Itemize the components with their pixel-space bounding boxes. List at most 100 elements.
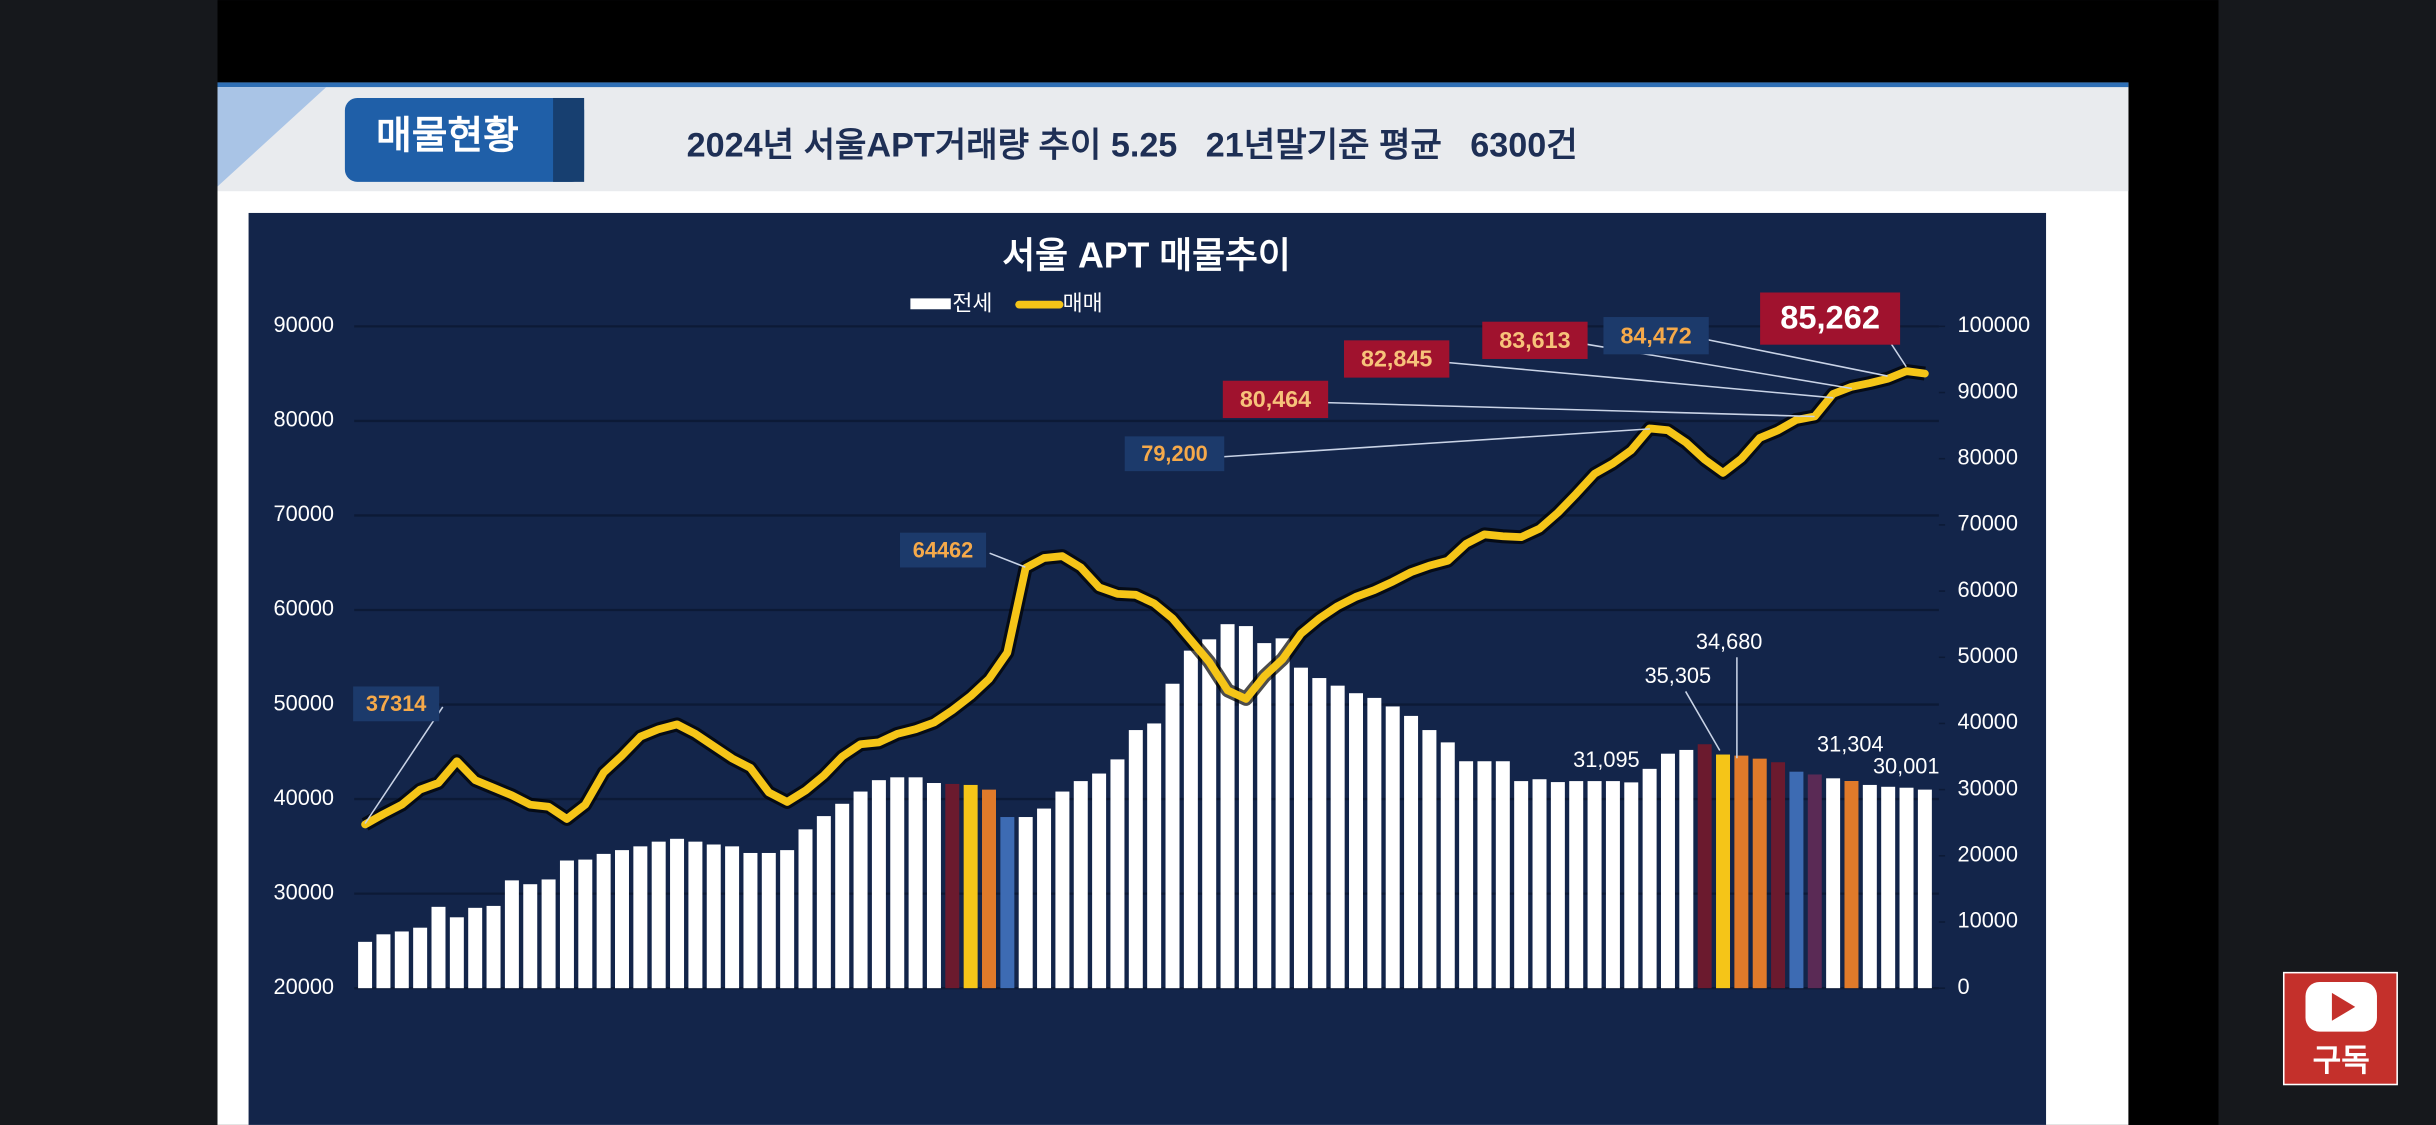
bar (743, 852, 758, 989)
bar (413, 927, 428, 989)
bar (1550, 782, 1565, 989)
leader-line (989, 552, 1026, 568)
bar (1477, 761, 1492, 989)
bar (504, 880, 519, 989)
bar (1000, 817, 1015, 989)
bar (871, 780, 886, 989)
bar (1018, 817, 1033, 989)
bar (578, 859, 593, 989)
bar (486, 905, 501, 989)
leader-line (1221, 428, 1650, 458)
bar (633, 846, 648, 989)
bar (358, 941, 373, 989)
y-tick-label: 30000 (274, 879, 334, 904)
bar (1642, 768, 1657, 989)
y2-tick-label: 20000 (1957, 842, 2017, 867)
bar (963, 784, 978, 989)
annotation: 30,001 (1873, 753, 1940, 778)
bar (1752, 758, 1767, 989)
bar (1679, 749, 1694, 989)
annotation: 64462 (913, 537, 973, 562)
bar (1807, 774, 1822, 989)
bar (835, 803, 850, 989)
bar (1422, 730, 1437, 989)
leader-line (1443, 361, 1834, 399)
bar (798, 829, 813, 989)
bar (1275, 638, 1290, 989)
bar (1330, 685, 1345, 989)
bar (908, 777, 923, 989)
bar (394, 931, 409, 989)
annotation: 31,095 (1573, 747, 1640, 772)
subscribe-button[interactable]: 구독 (2282, 971, 2398, 1086)
y-tick-label: 60000 (274, 596, 334, 621)
bar (651, 841, 666, 989)
bar (1128, 730, 1143, 989)
y-tick-label: 80000 (274, 407, 334, 432)
bar (1569, 781, 1584, 989)
header-title: 2024년 서울APT거래량 추이 5.25 21년말기준 평균 6300건 (687, 127, 1578, 165)
annotation: 34,680 (1696, 629, 1763, 654)
bar (1514, 781, 1529, 989)
bar (541, 879, 556, 989)
play-triangle (2331, 992, 2356, 1021)
annotation: 80,464 (1240, 386, 1311, 412)
legend-swatch (910, 298, 951, 310)
annotation: 84,472 (1620, 322, 1691, 348)
bar (1165, 683, 1180, 989)
annotation: 37314 (366, 691, 426, 716)
y-tick-label: 50000 (274, 690, 334, 715)
bar (725, 846, 740, 989)
bar (1660, 753, 1675, 989)
y2-tick-label: 100000 (1957, 312, 2030, 337)
plot: 20000 30000 40000 50000 60000 70000 80000 90000… (274, 292, 2030, 999)
bar (1624, 782, 1639, 989)
bar (1385, 706, 1400, 989)
corner-accent (217, 87, 327, 187)
bar (1202, 639, 1217, 989)
bar (1220, 624, 1235, 989)
annotation-box (353, 686, 440, 722)
y2-tick-label: 80000 (1957, 444, 2017, 469)
chart-title: 서울 APT 매물추이 (1002, 235, 1290, 275)
bar (1844, 781, 1859, 989)
y2-tick-label: 50000 (1957, 643, 2017, 668)
bar (1147, 723, 1162, 989)
bar (926, 783, 941, 989)
bar (615, 850, 629, 989)
bar (780, 850, 795, 989)
bar (1293, 667, 1308, 989)
y2-tick-label: 90000 (1957, 378, 2017, 403)
badge (344, 97, 585, 182)
bar (1826, 778, 1841, 989)
annotation-box (1222, 380, 1329, 419)
bar (449, 917, 464, 989)
annotation: 83,613 (1499, 327, 1570, 353)
bar (1459, 761, 1474, 989)
bar (1789, 771, 1804, 989)
y2-tick-label: 70000 (1957, 511, 2017, 536)
annotation: 85,262 (1780, 299, 1880, 336)
annotation-box (1760, 292, 1901, 345)
bar (376, 934, 391, 989)
subscribe-label[interactable]: 구독 (2313, 1043, 2370, 1078)
bar (1495, 761, 1510, 989)
bar (1771, 762, 1786, 989)
bar (1734, 755, 1749, 989)
legend-label: 매매 (1063, 290, 1103, 315)
bar (1073, 781, 1088, 989)
bar (1440, 742, 1455, 989)
bar (596, 853, 611, 989)
y2-tick-label: 40000 (1957, 709, 2017, 734)
y2-tick-label: 60000 (1957, 577, 2017, 602)
bar (468, 907, 483, 989)
annotation: 31,304 (1817, 732, 1884, 757)
bar (688, 841, 703, 989)
y-tick-label: 20000 (274, 974, 334, 999)
bar (523, 884, 538, 989)
y2-tick-label: 0 (1957, 974, 1969, 999)
badge-edge (553, 97, 585, 182)
y-tick-label: 70000 (274, 501, 334, 526)
bar (1532, 779, 1547, 989)
